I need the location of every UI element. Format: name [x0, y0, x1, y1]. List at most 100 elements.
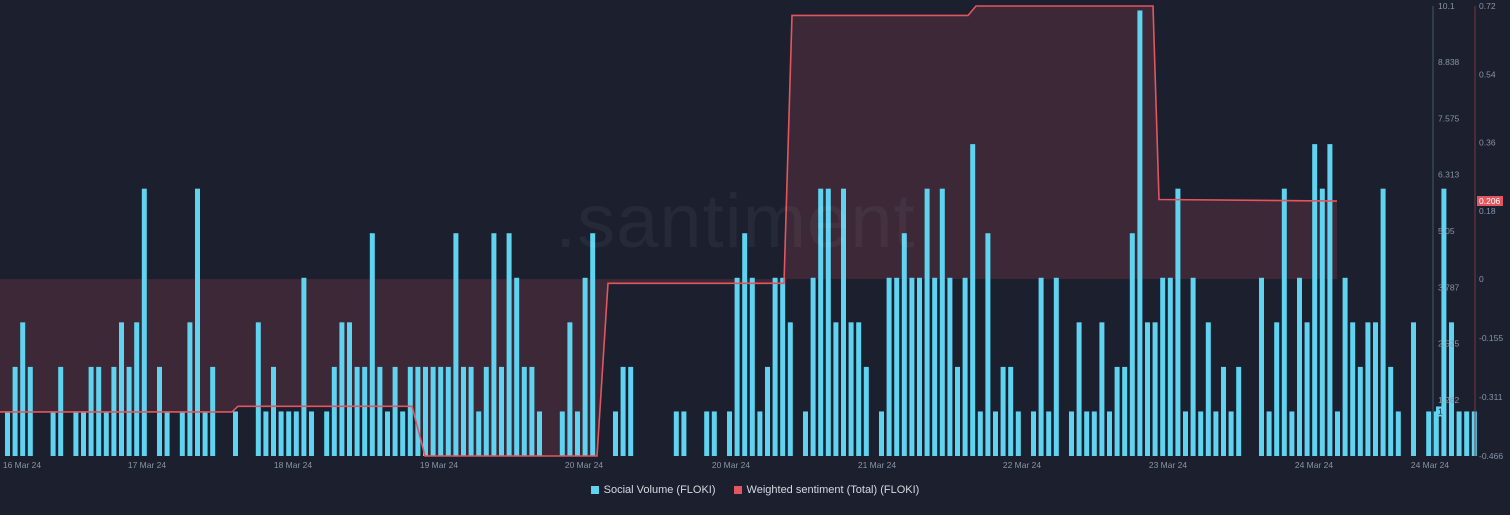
volume-bar — [833, 322, 839, 456]
volume-bar — [848, 322, 854, 456]
volume-bar — [727, 411, 732, 456]
volume-bar — [301, 277, 307, 456]
volume-bar — [1190, 277, 1196, 456]
volume-bar — [1464, 411, 1470, 456]
volume-bar — [1350, 322, 1356, 456]
volume-bar — [461, 366, 466, 456]
volume-bar — [1183, 411, 1188, 456]
volume-bar — [179, 411, 185, 456]
legend-item-social-volume[interactable]: Social Volume (FLOKI) — [590, 484, 716, 496]
volume-bar — [324, 411, 330, 456]
volume-bar — [559, 411, 565, 456]
volume-bar — [985, 233, 991, 456]
volume-bar — [856, 322, 862, 456]
volume-bar — [1015, 411, 1021, 456]
legend-label-social-volume: Social Volume (FLOKI) — [603, 484, 716, 496]
volume-bar — [1084, 411, 1090, 456]
volume-bar — [1053, 277, 1059, 456]
volume-bar — [1365, 322, 1371, 456]
volume-bar — [977, 411, 983, 456]
watermark: .santiment — [555, 179, 916, 264]
volume-bar — [1221, 366, 1226, 456]
volume-bar — [286, 411, 292, 456]
x-axis-tick-label: 20 Mar 24 — [565, 460, 604, 470]
volume-bar — [628, 366, 634, 456]
volume-bar — [787, 322, 793, 456]
volume-bar — [438, 366, 444, 456]
left-axis-current-value: 1 — [1438, 406, 1443, 416]
legend-item-weighted-sentiment[interactable]: Weighted sentiment (Total) (FLOKI) — [733, 484, 919, 496]
volume-bar — [400, 411, 406, 456]
volume-bar — [863, 366, 869, 456]
volume-bar — [1411, 322, 1416, 456]
volume-bar — [1342, 277, 1348, 456]
volume-bar — [620, 366, 626, 456]
left-axis-tick-label: 5.05 — [1438, 226, 1455, 236]
x-axis-tick-label: 23 Mar 24 — [1149, 460, 1188, 470]
right-axis-tick-label: -0.155 — [1479, 333, 1503, 343]
volume-bar — [772, 277, 778, 456]
volume-bar — [1357, 366, 1363, 456]
volume-bar — [582, 277, 588, 456]
volume-bar — [415, 366, 421, 456]
left-axis-tick-label: 1.262 — [1438, 395, 1460, 405]
volume-bar — [81, 411, 86, 456]
right-axis-current-value: 0.206 — [1479, 196, 1501, 206]
volume-bar — [1380, 188, 1386, 456]
volume-bar — [879, 411, 884, 456]
volume-bar — [924, 188, 930, 456]
volume-bar — [354, 366, 360, 456]
volume-bar — [468, 366, 474, 456]
volume-bar — [1289, 411, 1295, 456]
volume-bar — [742, 233, 748, 456]
volume-bar — [263, 411, 269, 456]
volume-bar — [202, 411, 208, 456]
volume-bar — [73, 411, 79, 456]
volume-bar — [673, 411, 679, 456]
left-axis-current-badge — [1436, 406, 1446, 417]
volume-bar — [1373, 322, 1378, 456]
volume-bar — [537, 411, 542, 456]
volume-bar — [331, 366, 337, 456]
left-axis-tick-label: 6.313 — [1438, 170, 1460, 180]
volume-bar — [5, 411, 10, 456]
x-axis-tick-label: 16 Mar 24 — [3, 460, 42, 470]
volume-bar — [1259, 277, 1264, 456]
volume-bar — [1304, 322, 1310, 456]
volume-bar — [1000, 366, 1006, 456]
right-axis-tick-label: 0.36 — [1479, 138, 1496, 148]
volume-bar — [445, 366, 451, 456]
x-axis-tick-label: 22 Mar 24 — [1003, 460, 1042, 470]
volume-bar — [506, 233, 512, 456]
volume-bar — [765, 366, 770, 456]
volume-bar — [293, 411, 299, 456]
volume-bar — [103, 411, 109, 456]
volume-bar — [141, 188, 147, 456]
volume-bar — [195, 188, 200, 456]
volume-bar — [1145, 322, 1150, 456]
volume-bar — [1107, 411, 1112, 456]
volume-bar — [704, 411, 710, 456]
right-axis-tick-label: -0.466 — [1479, 451, 1503, 461]
x-axis-tick-label: 21 Mar 24 — [858, 460, 897, 470]
right-axis-current-badge — [1477, 196, 1503, 207]
volume-bar — [119, 322, 124, 456]
volume-bar — [955, 366, 960, 456]
volume-bar — [894, 277, 900, 456]
volume-bar — [711, 411, 717, 456]
volume-bar — [1319, 188, 1325, 456]
volume-bar — [134, 322, 140, 456]
volume-bar — [491, 233, 497, 456]
volume-bar — [1122, 366, 1128, 456]
left-axis-tick-label: 10.1 — [1438, 1, 1455, 11]
volume-bar — [339, 322, 345, 456]
volume-bar — [1152, 322, 1158, 456]
left-axis-tick-label: 8.838 — [1438, 57, 1460, 67]
volume-bar — [1175, 188, 1181, 456]
x-axis-tick-label: 18 Mar 24 — [274, 460, 313, 470]
volume-bar — [590, 233, 596, 456]
volume-bar — [278, 411, 284, 456]
volume-bar — [233, 411, 238, 456]
